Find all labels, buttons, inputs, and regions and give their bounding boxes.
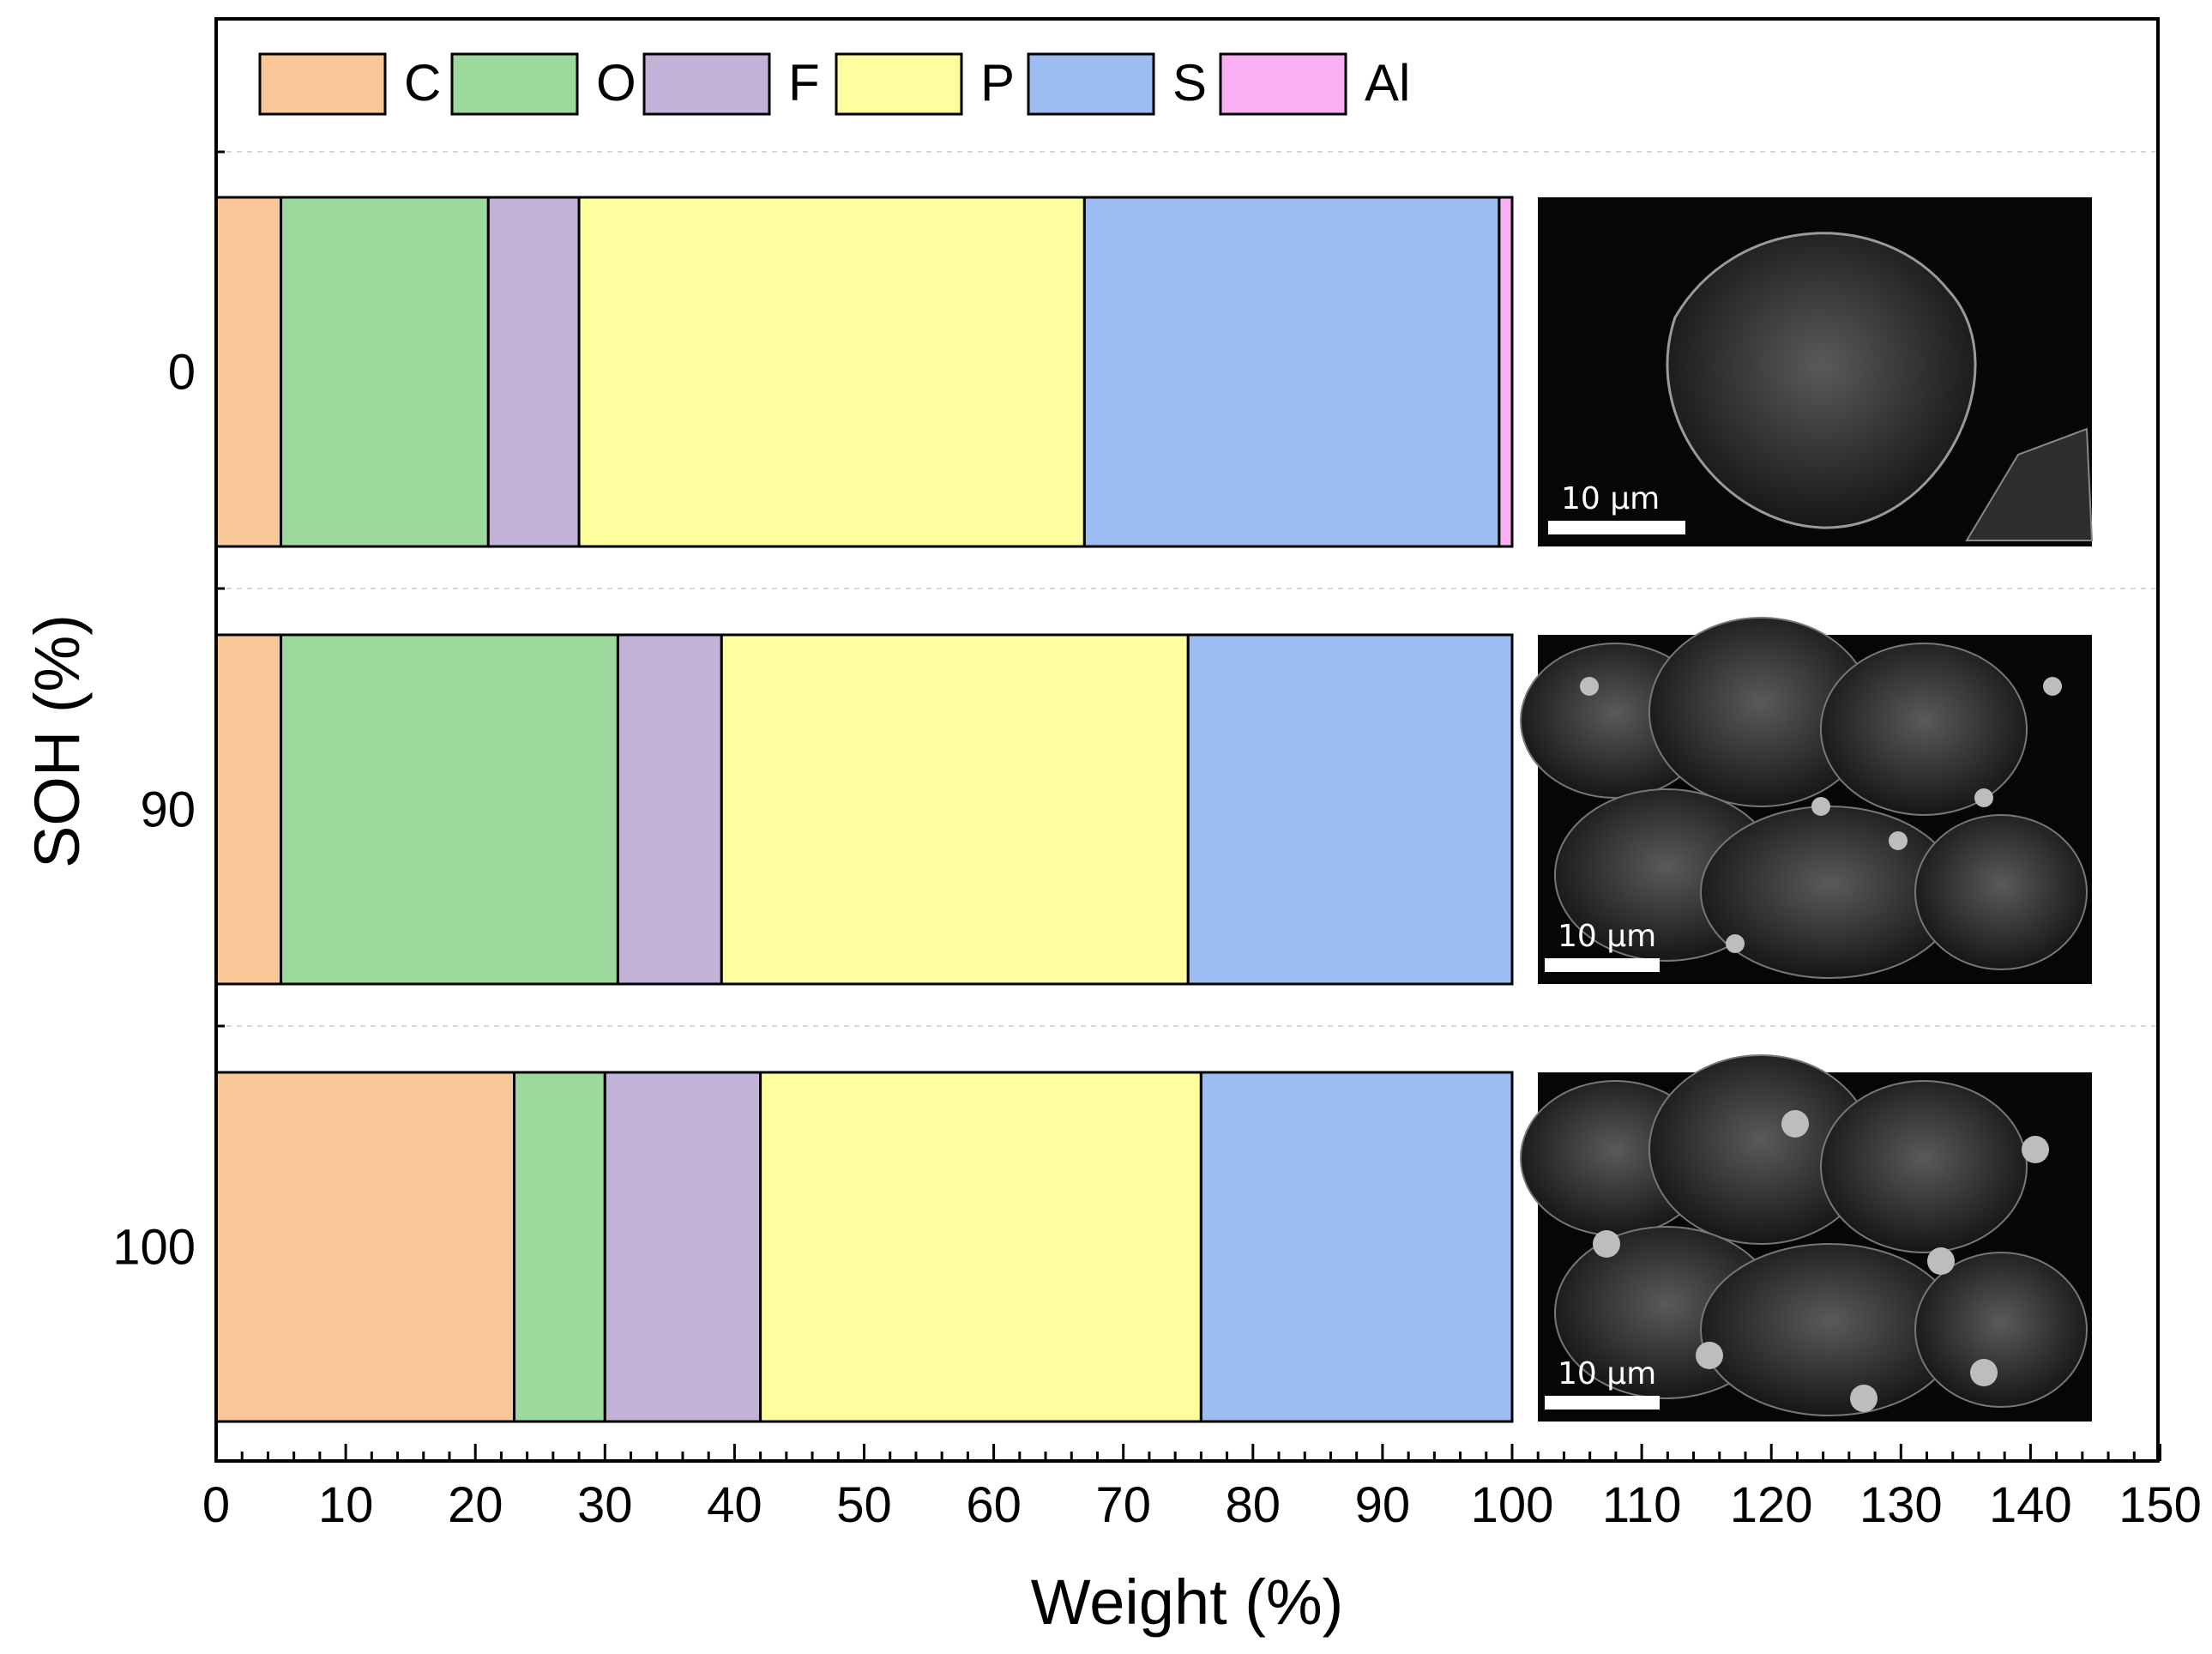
sem-image-0: 10 μm <box>1538 197 2094 546</box>
x-tick-label: 60 <box>966 1477 1022 1533</box>
y-tick-label-100: 100 <box>112 1220 196 1276</box>
bar-segment-c-90 <box>214 633 283 986</box>
x-tick-label: 90 <box>1355 1477 1411 1533</box>
sem-image-90: 10 μm <box>1520 617 2092 984</box>
legend-swatch <box>642 52 771 116</box>
legend-swatch <box>1219 52 1347 116</box>
legend-item-f: F <box>642 52 820 116</box>
y-tick-label-90: 90 <box>140 782 196 838</box>
bar-segment-p-90 <box>720 633 1190 986</box>
bar-segment-o-90 <box>280 633 619 986</box>
x-tick-label: 30 <box>577 1477 633 1533</box>
scale-bar <box>1545 958 1660 972</box>
bar-segment-s-90 <box>1186 633 1514 986</box>
scale-bar <box>1545 1396 1660 1410</box>
legend-label: Al <box>1365 54 1410 112</box>
x-tick-label: 100 <box>1471 1477 1554 1533</box>
x-tick-label: 120 <box>1730 1477 1813 1533</box>
sem-insets: 10 μm 10 μm 10 μm <box>1520 197 2094 1422</box>
x-tick-label: 80 <box>1226 1477 1281 1533</box>
legend-label: C <box>404 54 441 112</box>
x-tick-label: 70 <box>1095 1477 1151 1533</box>
bar-segment-f-100 <box>603 1071 762 1423</box>
scale-bar-label: 10 μm <box>1558 919 1656 954</box>
legend-label: S <box>1172 54 1207 112</box>
x-axis-title: Weight (%) <box>1031 1566 1344 1638</box>
x-tick-label: 50 <box>836 1477 892 1533</box>
axes: 0 10 20 30 40 50 60 70 80 90 100 110 120 130 140 150 0 90… <box>112 150 2202 1533</box>
bar-segment-al-0 <box>1498 196 1514 548</box>
y-axis-title: SOH (%) <box>21 614 93 868</box>
bar-segment-o-100 <box>513 1071 606 1423</box>
bar-segment-f-90 <box>616 633 723 986</box>
legend-item-p: P <box>835 52 1015 116</box>
legend-label: P <box>980 54 1015 112</box>
legend-item-s: S <box>1027 52 1207 116</box>
legend-label: O <box>596 54 636 112</box>
bar-segment-p-100 <box>759 1071 1202 1423</box>
legend: C O F P S Al <box>258 52 1410 116</box>
x-tick-label: 10 <box>318 1477 374 1533</box>
plot-frame <box>214 17 2160 1463</box>
x-tick-label: 130 <box>1859 1477 1943 1533</box>
scale-bar <box>1548 521 1685 534</box>
legend-item-o: O <box>450 52 636 116</box>
bar-segment-c-0 <box>214 196 283 548</box>
scale-bar-label: 10 μm <box>1561 481 1660 516</box>
bar-segment-o-0 <box>280 196 490 548</box>
bar-segment-s-0 <box>1082 196 1501 548</box>
legend-swatch <box>835 52 963 116</box>
x-tick-label: 20 <box>448 1477 503 1533</box>
x-tick-label: 0 <box>202 1477 230 1533</box>
bar-segment-f-0 <box>486 196 581 548</box>
legend-label: F <box>788 54 820 112</box>
bar-segment-p-0 <box>577 196 1086 548</box>
y-tick-label-0: 0 <box>168 345 196 401</box>
x-tick-label: 110 <box>1602 1477 1681 1533</box>
bars <box>214 196 1514 1423</box>
legend-swatch <box>258 52 387 116</box>
x-tick-label: 140 <box>1989 1477 2072 1533</box>
legend-item-c: C <box>258 52 441 116</box>
x-tick-label: 150 <box>2119 1477 2202 1533</box>
bar-segment-c-100 <box>214 1071 516 1423</box>
sem-image-100: 10 μm <box>1520 1054 2092 1422</box>
x-tick-label: 40 <box>707 1477 762 1533</box>
scale-bar-label: 10 μm <box>1558 1356 1656 1391</box>
legend-swatch <box>450 52 579 116</box>
legend-item-al: Al <box>1219 52 1410 116</box>
grid-lines <box>216 151 2158 1027</box>
legend-swatch <box>1027 52 1155 116</box>
bar-segment-s-100 <box>1199 1071 1514 1423</box>
